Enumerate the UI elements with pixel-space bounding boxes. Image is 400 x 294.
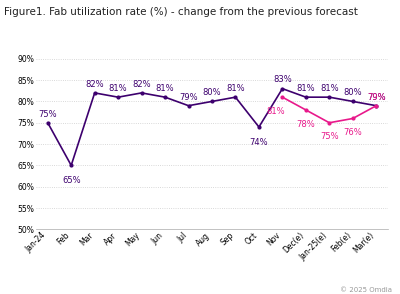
As of Dec'24 bbox=[374, 104, 379, 107]
Text: 81%: 81% bbox=[266, 107, 285, 116]
As of Nov'24 bbox=[327, 121, 332, 125]
Text: 78%: 78% bbox=[296, 120, 315, 129]
Text: 80%: 80% bbox=[344, 88, 362, 97]
As of Dec'24 bbox=[139, 91, 144, 95]
Text: 83%: 83% bbox=[273, 76, 292, 84]
Text: 81%: 81% bbox=[226, 84, 245, 93]
Text: 75%: 75% bbox=[38, 110, 57, 118]
Text: 76%: 76% bbox=[344, 128, 362, 137]
Text: 81%: 81% bbox=[296, 84, 315, 93]
As of Dec'24 bbox=[280, 87, 285, 90]
As of Dec'24 bbox=[327, 95, 332, 99]
Text: © 2025 Omdia: © 2025 Omdia bbox=[340, 287, 392, 293]
Text: 74%: 74% bbox=[250, 138, 268, 147]
Text: 79%: 79% bbox=[367, 93, 386, 101]
As of Dec'24 bbox=[186, 104, 191, 107]
As of Dec'24 bbox=[210, 100, 214, 103]
Text: 81%: 81% bbox=[156, 84, 174, 93]
Text: 81%: 81% bbox=[320, 84, 339, 93]
As of Dec'24 bbox=[69, 163, 74, 167]
Line: As of Dec'24: As of Dec'24 bbox=[46, 87, 378, 167]
Text: 80%: 80% bbox=[203, 88, 221, 97]
As of Dec'24 bbox=[256, 125, 261, 129]
Text: 81%: 81% bbox=[109, 84, 128, 93]
As of Nov'24 bbox=[374, 104, 379, 107]
As of Nov'24 bbox=[304, 108, 308, 112]
As of Dec'24 bbox=[163, 95, 168, 99]
Line: As of Nov'24: As of Nov'24 bbox=[281, 96, 378, 124]
As of Dec'24 bbox=[92, 91, 97, 95]
As of Nov'24 bbox=[280, 95, 285, 99]
As of Dec'24 bbox=[116, 95, 120, 99]
Text: 79%: 79% bbox=[367, 93, 386, 101]
As of Dec'24 bbox=[350, 100, 355, 103]
As of Dec'24 bbox=[233, 95, 238, 99]
Text: 79%: 79% bbox=[179, 93, 198, 101]
Text: Figure1. Fab utilization rate (%) - change from the previous forecast: Figure1. Fab utilization rate (%) - chan… bbox=[4, 7, 358, 17]
Text: 82%: 82% bbox=[132, 80, 151, 89]
As of Nov'24 bbox=[350, 117, 355, 120]
Text: 82%: 82% bbox=[85, 80, 104, 89]
As of Dec'24 bbox=[45, 121, 50, 125]
Text: 65%: 65% bbox=[62, 176, 80, 186]
As of Dec'24 bbox=[304, 95, 308, 99]
Text: 75%: 75% bbox=[320, 133, 339, 141]
